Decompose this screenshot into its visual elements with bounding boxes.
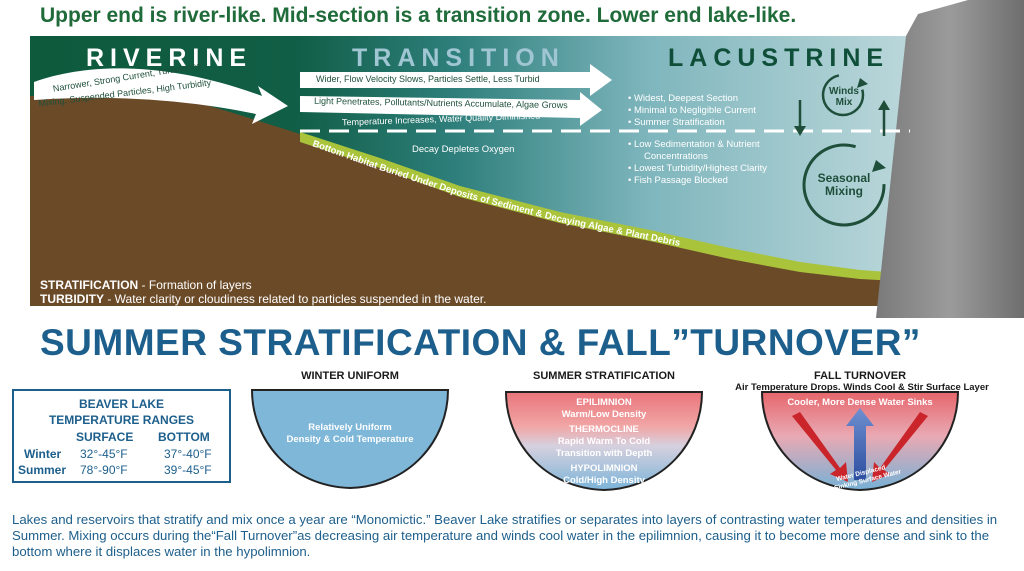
ranges-row-surface: 78°-90°F <box>80 463 128 477</box>
lacustrine-lower-list: • Low Sedimentation & Nutrient Concentra… <box>628 139 767 187</box>
zone-transition: TRANSITION <box>352 44 565 72</box>
winter-line2: Density & Cold Temperature <box>286 434 414 445</box>
reservoir-zones-diagram: Bottom Habitat Buried Under Deposits of … <box>30 0 1024 318</box>
section-title: SUMMER STRATIFICATION & FALL”TURNOVER” <box>40 322 921 363</box>
riverine-flow-arrow <box>34 68 288 124</box>
decay-text: Decay Depletes Oxygen <box>412 144 515 155</box>
winds-mix-line1: Winds <box>829 86 859 97</box>
stratification-def: - Formation of layers <box>138 278 252 292</box>
lacustrine-upper-item: • Summer Stratification <box>628 117 725 128</box>
turbidity-term: TURBIDITY <box>40 292 104 306</box>
ranges-title-1: BEAVER LAKE <box>78 397 165 411</box>
lacustrine-lower-item: Concentrations <box>644 151 708 162</box>
stratification-definition: STRATIFICATION - Formation of layers <box>40 278 252 292</box>
ranges-row-season: Winter <box>24 447 62 461</box>
summer-lake-layers: EPILIMNION Warm/Low Density THERMOCLINE … <box>520 397 688 487</box>
dam <box>876 0 1024 318</box>
seasonal-mixing-line1: Seasonal <box>817 171 871 185</box>
transition-arrow-text-1: Wider, Flow Velocity Slows, Particles Se… <box>316 74 540 84</box>
lacustrine-upper-item: • Minimal to Negligible Current <box>628 105 756 116</box>
lacustrine-lower-item: • Lowest Turbidity/Highest Clarity <box>628 163 768 174</box>
temperature-ranges-box: BEAVER LAKE TEMPERATURE RANGES SURFACE B… <box>12 389 231 483</box>
seasonal-mixing-circle <box>802 143 886 227</box>
headline: Upper end is river-like. Mid-section is … <box>40 4 797 27</box>
hypolimnion-title: HYPOLIMNION <box>570 463 638 474</box>
reservoir-bottom <box>30 96 915 306</box>
winter-lake-description: Relatively Uniform Density & Cold Temper… <box>262 422 438 446</box>
winds-mix-line2: Mix <box>835 97 853 108</box>
lacustrine-lower-item: • Low Sedimentation & Nutrient <box>628 139 760 150</box>
lacustrine-lower-item: • Fish Passage Blocked <box>628 175 728 186</box>
thermocline-title: THERMOCLINE <box>569 424 639 435</box>
lake-cross-sections <box>250 389 960 492</box>
thermocline-line2: Transition with Depth <box>555 448 653 459</box>
zone-riverine: RIVERINE <box>86 44 253 72</box>
winter-lake-basin <box>250 389 450 490</box>
seasonal-mixing-line2: Mixing <box>825 184 863 198</box>
ranges-row-bottom: 37°-40°F <box>164 447 212 461</box>
up-arrow-head <box>878 100 890 110</box>
fall-rising-arrow <box>846 408 874 480</box>
zone-lacustrine: LACUSTRINE <box>668 44 890 72</box>
winds-mix-arrowhead <box>857 78 868 88</box>
fall-sinking-arrow-right <box>872 412 928 482</box>
turbidity-definition: TURBIDITY - Water clarity or cloudiness … <box>40 292 486 306</box>
fall-sinking-arrow-left <box>792 412 848 482</box>
winds-mix-label: Winds Mix <box>826 86 862 108</box>
seasonal-mixing-label: Seasonal Mixing <box>806 172 882 198</box>
footer-paragraph: Lakes and reservoirs that stratify and m… <box>12 512 998 559</box>
down-arrow-head <box>794 126 806 136</box>
transition-arrow-1 <box>300 64 612 96</box>
ranges-row-bottom: 39°-45°F <box>164 463 212 477</box>
lacustrine-upper-item: • Widest, Deepest Section <box>628 93 738 104</box>
turbidity-def: - Water clarity or cloudiness related to… <box>104 292 487 306</box>
transition-arrow-2 <box>300 92 602 126</box>
stratification-term: STRATIFICATION <box>40 278 139 292</box>
winds-mix-circle <box>821 73 865 117</box>
lacustrine-upper-list: • Widest, Deepest Section • Minimal to N… <box>628 93 756 129</box>
ranges-row-surface: 32°-45°F <box>80 447 128 461</box>
epilimnion-title: EPILIMNION <box>576 397 632 408</box>
epilimnion-desc: Warm/Low Density <box>561 409 647 420</box>
thermocline-line1: Rapid Warm To Cold <box>557 436 651 447</box>
winter-lake-title: WINTER UNIFORM <box>301 370 399 382</box>
ranges-row-season: Summer <box>18 463 67 477</box>
summer-lake-basin <box>504 391 704 492</box>
winter-line1: Relatively Uniform <box>308 422 392 433</box>
fall-lake-subtitle: Air Temperature Drops. Winds Cool & Stir… <box>735 382 989 393</box>
ranges-col-bottom: BOTTOM <box>158 430 210 444</box>
summer-lake-title: SUMMER STRATIFICATION <box>533 370 675 382</box>
ranges-title-2: TEMPERATURE RANGES <box>48 413 195 427</box>
fall-sink-text: Cooler, More Dense Water Sinks <box>787 397 933 408</box>
seasonal-mixing-arrowhead <box>872 160 886 172</box>
ranges-col-surface: SURFACE <box>76 430 134 444</box>
fall-lake-title: FALL TURNOVER <box>813 370 907 382</box>
hypolimnion-desc: Cold/High Density <box>563 475 645 486</box>
